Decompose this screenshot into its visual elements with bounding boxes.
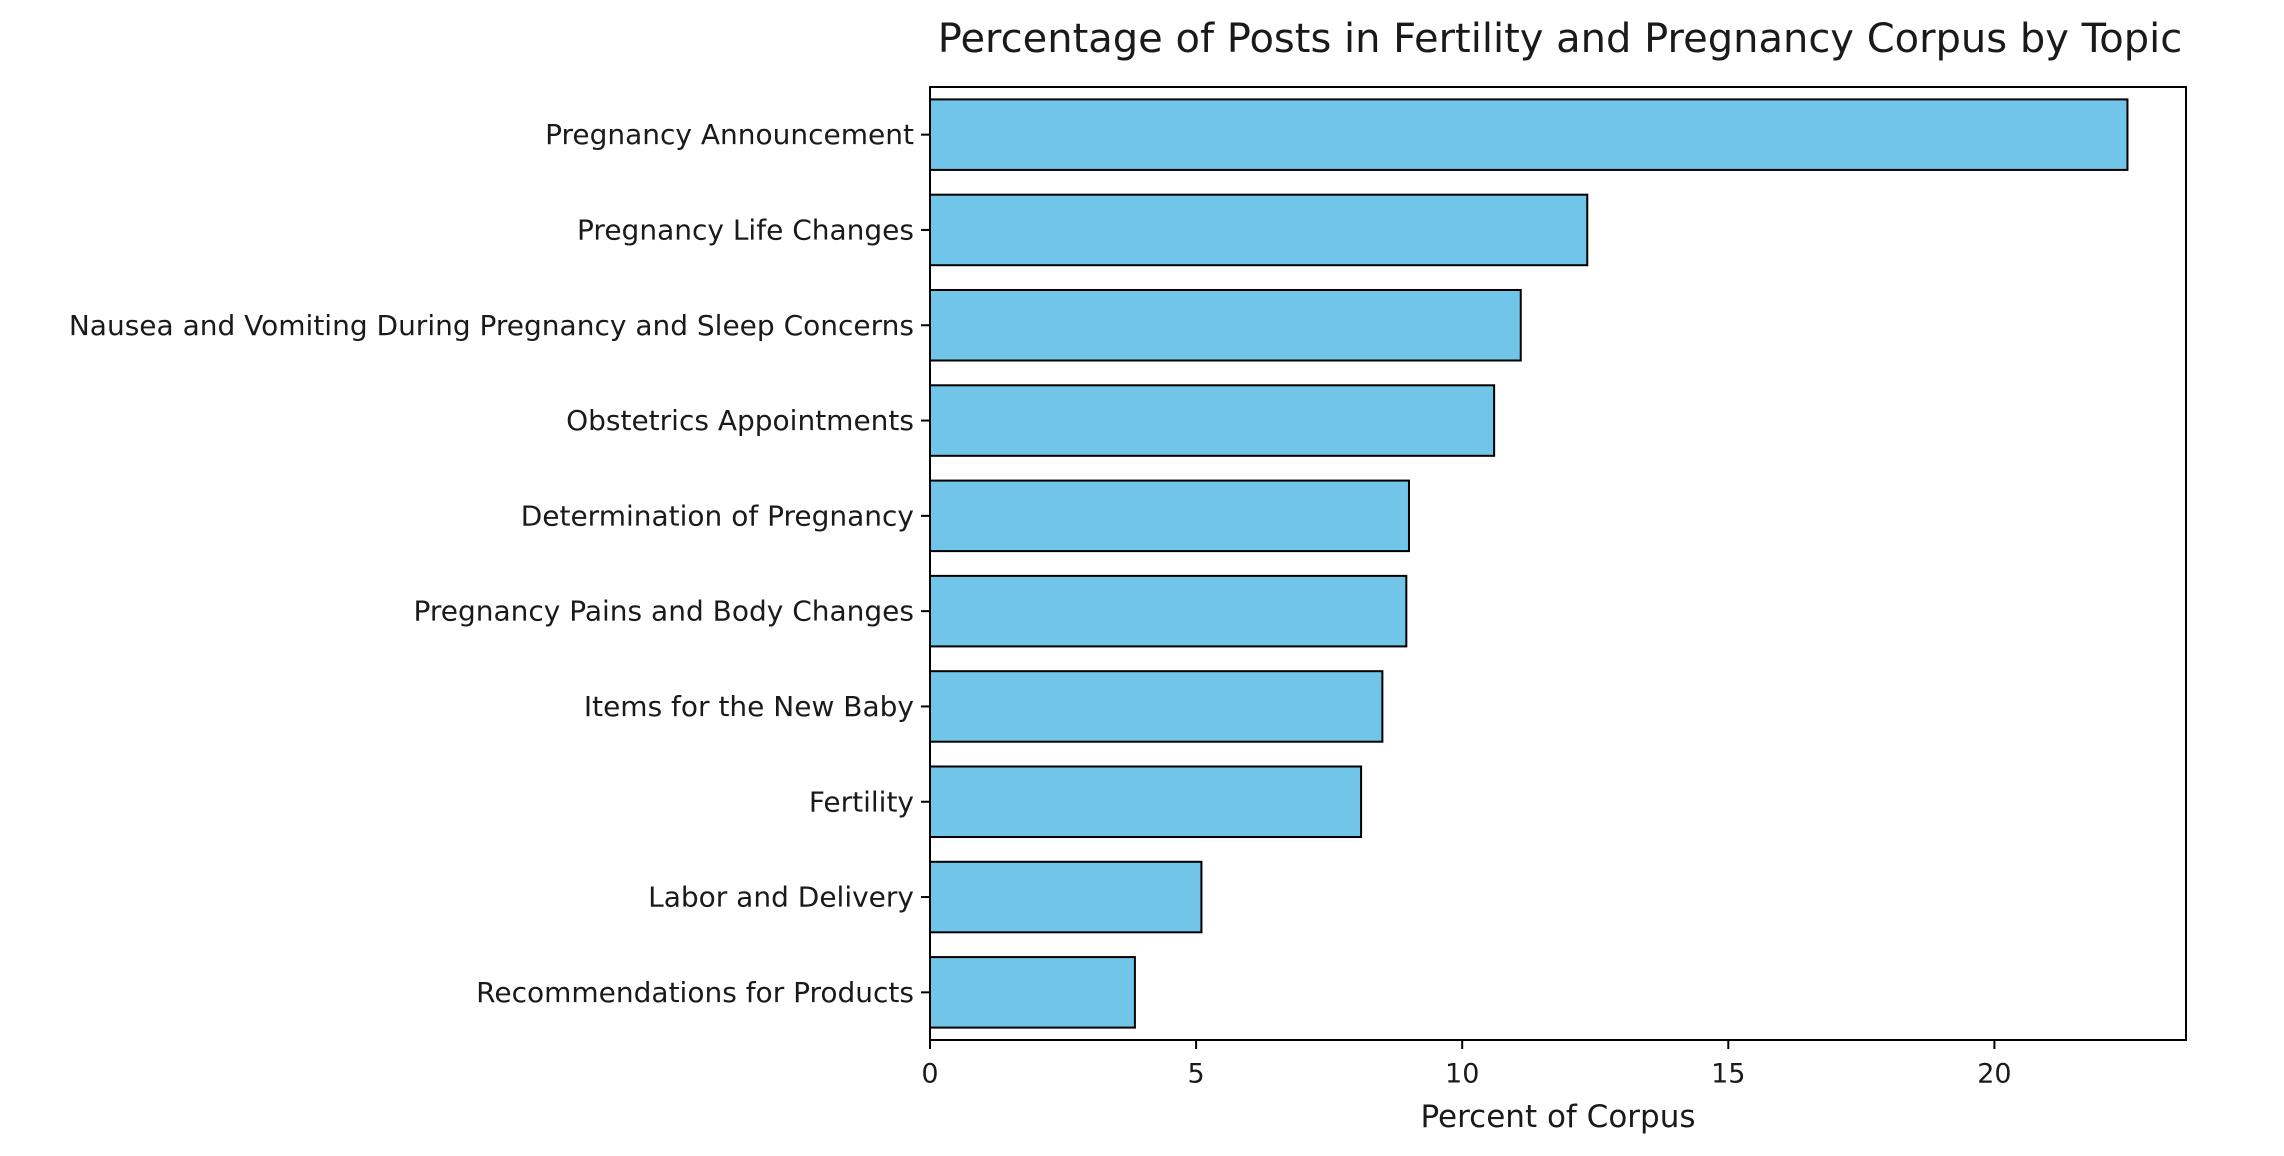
x-tick-label: 5 [1188,1059,1205,1090]
x-tick-label: 10 [1445,1059,1479,1090]
category-label: Pregnancy Life Changes [577,213,914,246]
category-label: Labor and Delivery [648,881,914,914]
bar [929,384,1496,457]
x-tick-label: 0 [921,1059,938,1090]
bar [929,670,1384,743]
bar [929,479,1410,553]
category-label: Pregnancy Announcement [545,118,914,151]
bar [929,574,1408,648]
bar [929,98,2129,171]
plot-frame [929,86,2187,1041]
x-tick-label: 15 [1711,1059,1745,1090]
category-label: Nausea and Vomiting During Pregnancy and… [69,309,914,342]
x-tick-label: 20 [1977,1059,2011,1090]
bar [929,765,1363,839]
category-label: Recommendations for Products [476,976,914,1009]
category-label: Pregnancy Pains and Body Changes [413,595,914,628]
category-label: Obstetrics Appointments [566,404,914,437]
category-label: Fertility [809,785,914,818]
category-label: Items for the New Baby [584,690,914,723]
bar [929,193,1589,267]
category-labels: Pregnancy Announcement Pregnancy Life Cha… [69,118,930,1009]
bars-layer [929,98,2129,1029]
x-axis-label: Percent of Corpus [1420,1099,1695,1135]
bar [929,956,1136,1029]
x-axis-ticks: 0 5 10 15 20 [921,1040,2012,1090]
category-label: Determination of Pregnancy [521,499,914,532]
bar [929,860,1203,934]
bar [929,288,1522,362]
chart-title: Percentage of Posts in Fertility and Pre… [938,16,2182,62]
